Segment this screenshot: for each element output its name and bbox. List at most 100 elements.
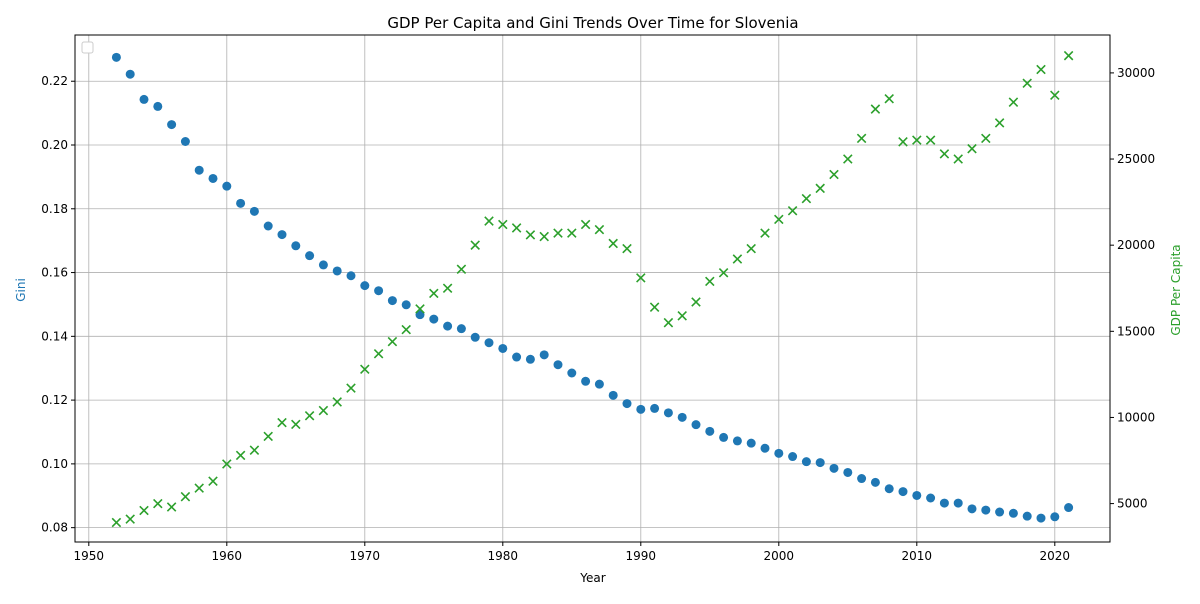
x-axis-ticks: 1950 1960 1970 1980 1990 2000 2010 2020	[74, 542, 1070, 563]
gini-point	[291, 241, 301, 251]
gini-point	[470, 332, 480, 342]
right-tick-label: 5000	[1117, 497, 1148, 511]
gini-point	[1036, 513, 1046, 523]
gdp-point-stroke	[166, 502, 177, 512]
gdp-point-stroke	[249, 445, 260, 455]
gini-point	[387, 296, 397, 306]
gdp-point	[222, 459, 232, 469]
gdp-point-stroke	[981, 133, 991, 144]
gdp-point-stroke	[360, 364, 370, 374]
gdp-point-stroke	[732, 254, 743, 264]
gdp-point-stroke	[649, 302, 660, 312]
gdp-point-stroke	[1050, 90, 1060, 101]
gdp-point-stroke	[429, 288, 439, 299]
gini-point	[870, 477, 880, 487]
gdp-point	[843, 154, 853, 164]
gini-point	[801, 457, 811, 467]
gdp-point	[898, 137, 908, 147]
gini-point	[249, 206, 259, 216]
gdp-point-stroke	[525, 230, 536, 240]
gdp-point-stroke	[125, 514, 135, 524]
gdp-point	[277, 417, 287, 428]
gini-point	[498, 343, 508, 353]
gdp-point	[180, 491, 191, 502]
gdp-point-stroke	[208, 476, 218, 486]
gdp-point	[718, 267, 729, 278]
gini-series	[111, 52, 1074, 523]
left-axis-ticks: 0.08 0.10 0.12 0.14 0.16 0.18 0.20 0.22	[41, 74, 75, 535]
gini-point	[456, 324, 466, 334]
gdp-point	[332, 397, 342, 407]
gdp-point	[981, 133, 991, 144]
gini-point	[401, 300, 411, 310]
gdp-point-stroke	[663, 317, 674, 328]
gini-point	[194, 165, 204, 175]
legend-box	[81, 41, 94, 54]
gdp-point-stroke	[856, 133, 867, 144]
right-axis-ticks: 5000 10000 15000 20000 25000 30000	[1110, 66, 1155, 511]
gdp-point-stroke	[994, 118, 1005, 128]
right-tick-label: 10000	[1117, 410, 1155, 424]
gdp-point-stroke	[1022, 78, 1032, 89]
gini-point	[277, 230, 287, 240]
gdp-point-stroke	[925, 135, 936, 145]
gini-point	[995, 507, 1005, 517]
gini-point	[525, 354, 535, 364]
gini-point	[912, 490, 922, 500]
x-tick-label: 2010	[902, 549, 933, 563]
gdp-point-stroke	[677, 311, 687, 321]
gini-point	[981, 505, 991, 515]
gdp-point-stroke	[304, 410, 315, 421]
gdp-point	[622, 243, 632, 254]
gini-point	[263, 221, 273, 231]
gdp-point-stroke	[111, 517, 122, 528]
gdp-point	[663, 317, 674, 328]
gdp-point-stroke	[1036, 64, 1046, 75]
gdp-point-stroke	[967, 143, 977, 154]
gdp-point	[912, 135, 922, 145]
gdp-point	[967, 143, 977, 154]
gdp-point	[429, 288, 439, 299]
gdp-point-stroke	[912, 135, 922, 145]
gdp-point	[649, 302, 660, 312]
left-tick-label: 0.18	[41, 202, 68, 216]
x-tick-label: 1980	[488, 549, 519, 563]
gini-point	[539, 350, 549, 360]
gdp-point	[511, 223, 522, 233]
gini-point	[829, 463, 839, 473]
gdp-point	[263, 431, 273, 442]
gdp-point	[925, 135, 936, 145]
gini-point	[139, 94, 149, 104]
gdp-series	[111, 50, 1074, 528]
gdp-point	[691, 297, 701, 307]
gini-point	[774, 448, 784, 458]
gdp-point	[153, 498, 163, 509]
right-tick-label: 25000	[1117, 152, 1155, 166]
gini-point	[222, 181, 232, 191]
gini-point	[732, 436, 742, 446]
gini-point	[939, 498, 949, 508]
gini-point	[443, 321, 453, 331]
gdp-point	[787, 205, 798, 216]
right-tick-label: 30000	[1117, 66, 1155, 80]
plot-frame	[74, 34, 1111, 543]
gini-point	[305, 251, 315, 261]
gdp-point-stroke	[373, 348, 384, 359]
gdp-point	[304, 410, 315, 421]
gdp-point	[373, 348, 384, 359]
gdp-point	[994, 118, 1005, 128]
gdp-point-stroke	[387, 336, 398, 347]
gdp-point-stroke	[787, 205, 798, 216]
gini-point	[691, 420, 701, 430]
gdp-point-stroke	[346, 383, 356, 393]
gdp-point-stroke	[939, 149, 950, 159]
x-tick-label: 1990	[626, 549, 657, 563]
gini-point	[953, 498, 963, 508]
gini-point	[843, 467, 853, 477]
gini-point	[346, 271, 356, 281]
gdp-point	[1063, 50, 1074, 61]
gdp-point-stroke	[332, 397, 342, 407]
x-tick-label: 1960	[212, 549, 243, 563]
gini-point	[857, 474, 867, 484]
gdp-point-stroke	[456, 264, 467, 275]
